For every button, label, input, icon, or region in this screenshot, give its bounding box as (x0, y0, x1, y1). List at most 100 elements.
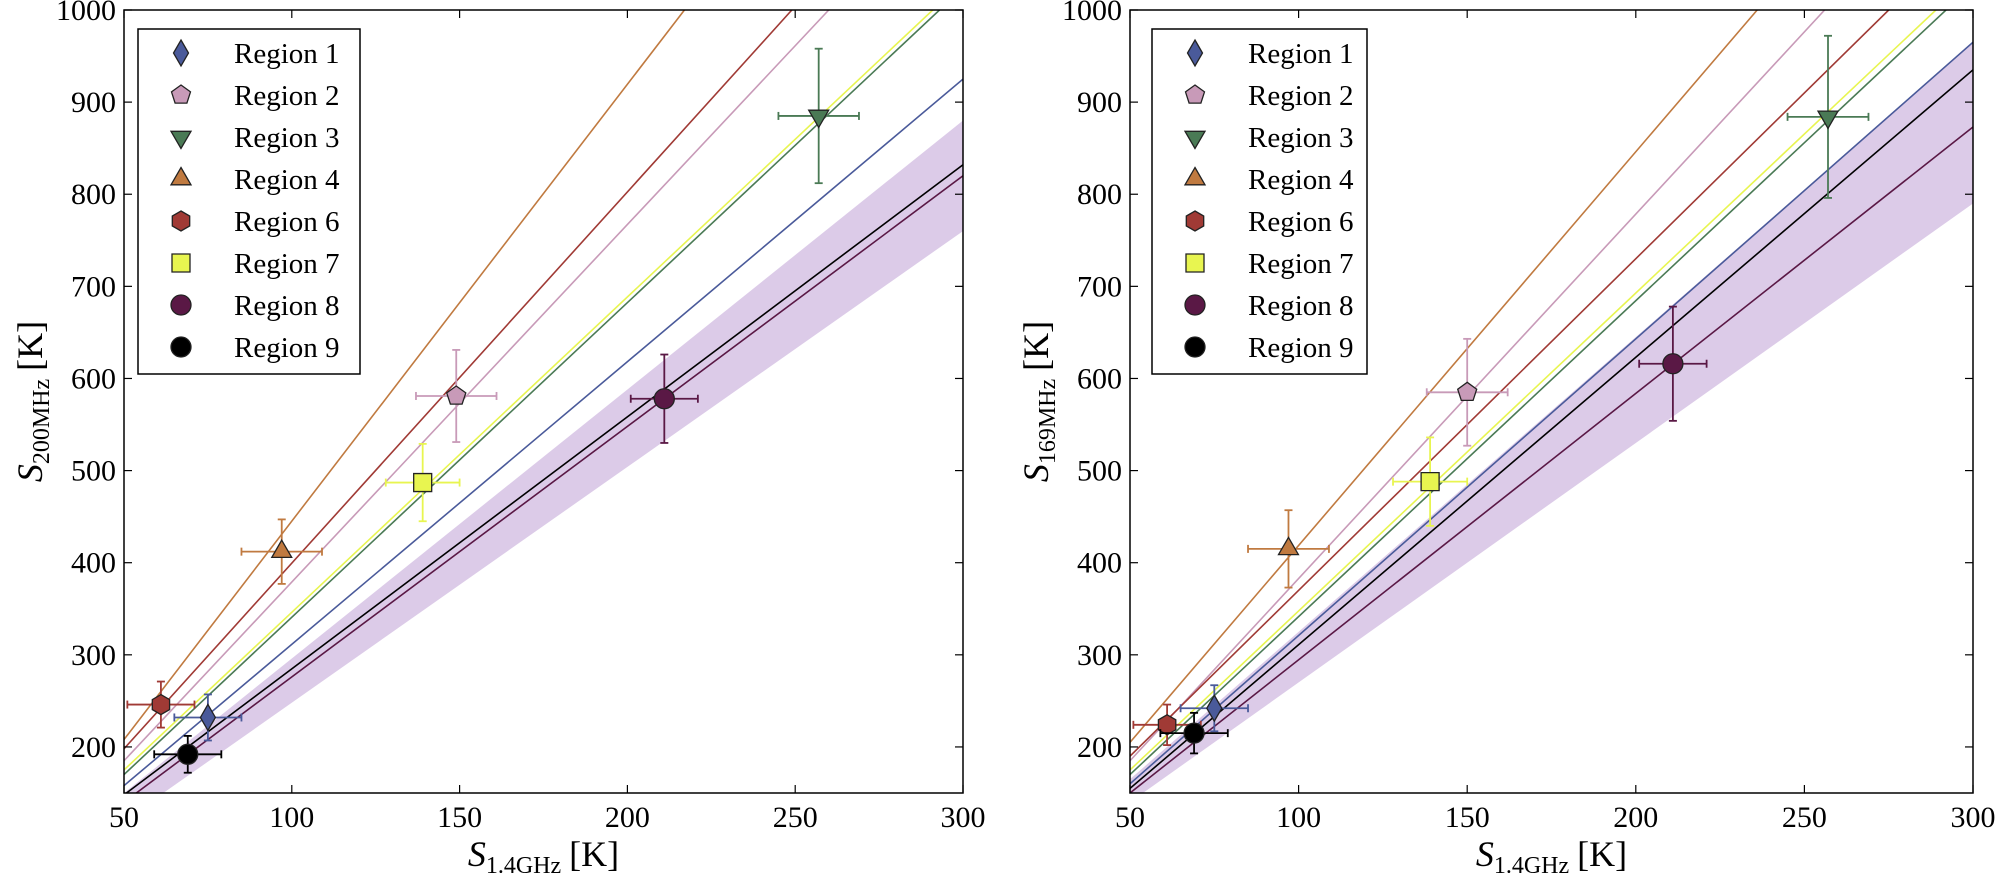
axes-frame (1129, 9, 1974, 794)
y-tick-label: 300 (71, 639, 116, 672)
legend-marker (170, 336, 192, 358)
legend-label: Region 3 (234, 122, 340, 154)
legend-label: Region 8 (234, 290, 340, 322)
legend-marker (1183, 166, 1207, 186)
fit-line-region-8 (1130, 126, 1973, 793)
fit-line-region-9 (1130, 69, 1973, 790)
fit-line-region-8 (135, 175, 963, 793)
data-point-region-3 (807, 109, 830, 129)
legend-label: Region 7 (1248, 248, 1354, 280)
data-point-region-4 (270, 538, 293, 559)
fit-line-region-6 (1130, 10, 1890, 757)
x-label-main: S (468, 834, 486, 874)
x-label-sub: 1.4GHz (486, 853, 561, 874)
legend-label: Region 3 (1248, 122, 1354, 154)
legend-item-region-2: Region 2 (1184, 80, 1354, 112)
legend-label: Region 1 (234, 38, 340, 70)
data-point-region-8 (1662, 353, 1684, 375)
data-point-region-6 (151, 693, 171, 716)
data-point-region-9 (1183, 722, 1205, 744)
legend-marker (170, 84, 192, 104)
legend-marker (1186, 38, 1204, 68)
y-axis-label: S200MHz [K] (10, 321, 55, 482)
legend-item-region-6: Region 6 (171, 206, 340, 238)
y-tick-label: 900 (1077, 86, 1122, 119)
x-tick-label: 300 (1951, 801, 1996, 834)
fit-line-region-7 (124, 10, 934, 771)
legend-marker (1185, 210, 1205, 232)
error-bars-region-6 (126, 680, 196, 729)
axes-frame (123, 9, 964, 794)
legend-box (1151, 28, 1368, 375)
legend-label: Region 2 (234, 80, 340, 112)
y-label-unit: [K] (10, 321, 50, 371)
uncertainty-band (124, 120, 963, 793)
legend-marker (1184, 84, 1206, 104)
y-tick-label: 500 (1077, 455, 1122, 488)
y-tick-label: 800 (1077, 178, 1122, 211)
y-tick-label: 500 (71, 455, 116, 488)
data-point-region-6 (1157, 714, 1177, 736)
legend-marker (169, 166, 193, 186)
y-tick-label: 600 (71, 362, 116, 395)
y-label-unit: [K] (1016, 321, 1056, 371)
x-tick-label: 250 (773, 801, 818, 834)
y-tick-label: 300 (1077, 639, 1122, 672)
fit-line-region-9 (125, 164, 963, 793)
y-label-sub: 200MHz (29, 379, 55, 464)
chart-panel-2: 50 100 150 200 250 300 200 300 400 500 600 700 800 90… (1016, 0, 1996, 874)
data-point-region-9 (177, 743, 199, 765)
legend-marker (1185, 253, 1205, 273)
y-tick-label: 600 (1077, 362, 1122, 395)
legend-marker (1183, 130, 1207, 150)
legend-marker (171, 210, 191, 232)
fit-line-region-1 (124, 78, 963, 787)
legend: Region 1 Region 2 Region 3 Region 4 Region 6… (137, 28, 361, 375)
x-label-unit: [K] (1577, 834, 1627, 874)
fit-line-region-3 (124, 10, 941, 776)
legend-label: Region 9 (234, 332, 340, 364)
plot-area (124, 10, 963, 793)
y-tick-label: 700 (1077, 270, 1122, 303)
x-axis-label: S1.4GHz [K] (468, 834, 619, 874)
legend-item-region-3: Region 3 (169, 122, 340, 154)
legend-label: Region 9 (1248, 332, 1354, 364)
x-tick-label: 100 (269, 801, 314, 834)
legend-label: Region 8 (1248, 290, 1354, 322)
x-tick-label: 100 (1276, 801, 1321, 834)
legend-item-region-7: Region 7 (1185, 248, 1354, 280)
y-tick-label: 400 (1077, 547, 1122, 580)
y-tick-label: 900 (71, 86, 116, 119)
data-point-region-7 (413, 472, 433, 493)
x-label-main: S (1476, 834, 1494, 874)
fit-line-region-2 (1130, 10, 1826, 762)
fit-line-region-6 (124, 10, 793, 750)
y-tick-label: 400 (71, 547, 116, 580)
fit-line-region-1 (1130, 41, 1973, 785)
data-point-region-8 (653, 388, 675, 410)
chart-panel-1: 50 100 150 200 250 300 200 300 400 500 600 700 800 90… (10, 0, 986, 874)
legend-item-region-1: Region 1 (1186, 38, 1354, 70)
y-tick-label: 1000 (56, 0, 116, 27)
legend-item-region-3: Region 3 (1183, 122, 1354, 154)
y-label-main: S (1016, 464, 1056, 482)
data-point-region-1 (199, 703, 217, 732)
data-point-region-4 (1277, 536, 1300, 556)
x-tick-label: 300 (941, 801, 986, 834)
x-label-unit: [K] (569, 834, 619, 874)
legend-marker (170, 294, 192, 316)
x-label-sub: 1.4GHz (1494, 853, 1569, 874)
x-tick-label: 250 (1782, 801, 1827, 834)
legend-label: Region 4 (1248, 164, 1354, 196)
legend-item-region-8: Region 8 (170, 290, 340, 322)
legend-label: Region 7 (234, 248, 340, 280)
data-point-region-3 (1816, 110, 1840, 130)
x-tick-label: 200 (605, 801, 650, 834)
x-tick-label: 150 (437, 801, 482, 834)
legend-marker (171, 253, 191, 273)
legend-item-region-9: Region 9 (1184, 332, 1354, 364)
legend-label: Region 6 (1248, 206, 1354, 238)
y-tick-label: 800 (71, 178, 116, 211)
legend-marker (1184, 336, 1206, 358)
y-label-main: S (10, 464, 50, 482)
